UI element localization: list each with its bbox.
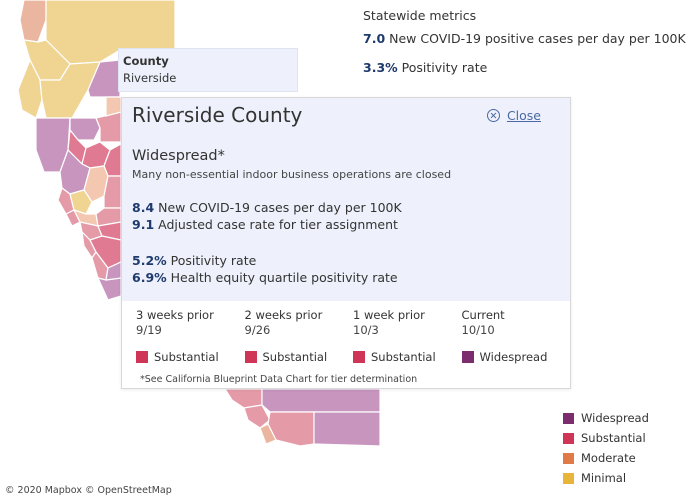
tier-swatch bbox=[461, 351, 474, 363]
county-detail-summary: Riverside County Close Widespread* Many … bbox=[122, 98, 570, 301]
history-tier-label: Substantial bbox=[154, 350, 219, 364]
county-detail-panel: Riverside County Close Widespread* Many … bbox=[121, 97, 571, 389]
history-tier: Substantial bbox=[244, 350, 354, 364]
history-tier: Substantial bbox=[353, 350, 462, 364]
metric-value: 6.9% bbox=[132, 270, 167, 285]
statewide-cases-label: New COVID-19 positive cases per day per … bbox=[389, 31, 686, 46]
legend-item-substantial[interactable]: Substantial bbox=[563, 428, 649, 448]
metric-positivity: 5.2% Positivity rate bbox=[132, 253, 560, 268]
county-shape bbox=[313, 411, 381, 447]
close-link[interactable]: Close bbox=[506, 108, 541, 123]
tier-history: 3 weeks prior 9/19 Substantial 2 weeks p… bbox=[122, 301, 570, 364]
tooltip-heading: County bbox=[123, 54, 169, 68]
legend-label: Moderate bbox=[581, 451, 636, 465]
county-shape bbox=[19, 0, 47, 43]
legend-item-moderate[interactable]: Moderate bbox=[563, 448, 649, 468]
statewide-metrics: Statewide metrics 7.0 New COVID-19 posit… bbox=[363, 8, 686, 89]
history-label: Current bbox=[461, 308, 505, 322]
legend-item-widespread[interactable]: Widespread bbox=[563, 408, 649, 428]
legend-item-minimal[interactable]: Minimal bbox=[563, 468, 649, 488]
legend-label: Widespread bbox=[581, 411, 649, 425]
tier-swatch bbox=[136, 351, 148, 363]
history-date: 10/3 bbox=[353, 323, 379, 337]
county-shape bbox=[103, 175, 122, 209]
metric-cases: 8.4 New COVID-19 cases per day per 100K bbox=[132, 200, 560, 215]
history-label: 1 week prior bbox=[353, 308, 425, 322]
county-shape bbox=[69, 189, 93, 215]
county-shape bbox=[259, 423, 277, 445]
history-date: 9/26 bbox=[244, 323, 271, 337]
history-date: 10/10 bbox=[461, 323, 495, 337]
county-hover-tooltip: County Riverside bbox=[118, 48, 298, 92]
history-col: 2 weeks prior 9/26 Substantial bbox=[244, 308, 354, 364]
panel-title: Riverside County bbox=[132, 103, 303, 127]
county-shape bbox=[87, 59, 121, 98]
history-label: 3 weeks prior bbox=[136, 308, 214, 322]
county-shape bbox=[223, 388, 263, 409]
metric-label: Adjusted case rate for tier assignment bbox=[158, 217, 398, 232]
statewide-positivity: 3.3% Positivity rate bbox=[363, 60, 686, 75]
legend-swatch bbox=[563, 432, 574, 444]
history-col: 3 weeks prior 9/19 Substantial bbox=[136, 308, 245, 364]
history-tier-label: Substantial bbox=[262, 350, 328, 364]
map-legend: Widespread Substantial Moderate Minimal bbox=[563, 408, 649, 488]
history-tier-label: Widespread bbox=[479, 350, 548, 364]
tier-description: Many non-essential indoor business opera… bbox=[132, 168, 452, 181]
history-date: 9/19 bbox=[136, 323, 162, 337]
history-col: Current 10/10 Widespread bbox=[461, 308, 571, 364]
legend-swatch bbox=[563, 452, 574, 464]
metric-label: New COVID-19 cases per day per 100K bbox=[158, 200, 402, 215]
metric-label: Health equity quartile positivity rate bbox=[170, 270, 398, 285]
statewide-positivity-label: Positivity rate bbox=[401, 60, 488, 75]
legend-swatch bbox=[563, 412, 574, 424]
close-button[interactable]: Close bbox=[486, 108, 541, 123]
legend-label: Minimal bbox=[581, 471, 627, 485]
county-shape bbox=[243, 404, 271, 429]
legend-swatch bbox=[563, 472, 574, 484]
history-col: 1 week prior 10/3 Substantial bbox=[353, 308, 462, 364]
county-shape bbox=[105, 96, 122, 117]
statewide-cases: 7.0 New COVID-19 positive cases per day … bbox=[363, 31, 686, 46]
footnote: *See California Blueprint Data Chart for… bbox=[140, 374, 418, 385]
statewide-positivity-value: 3.3% bbox=[363, 60, 398, 75]
tier-swatch bbox=[244, 351, 257, 363]
map-attribution[interactable]: © 2020 Mapbox © OpenStreetMap bbox=[5, 485, 172, 496]
metric-label: Positivity rate bbox=[170, 253, 257, 268]
history-label: 2 weeks prior bbox=[244, 308, 323, 322]
metric-value: 8.4 bbox=[132, 200, 155, 215]
county-shape bbox=[95, 111, 122, 143]
history-tier: Widespread bbox=[461, 350, 571, 364]
close-circle-icon[interactable] bbox=[486, 109, 500, 122]
tier-name: Widespread* bbox=[132, 148, 225, 164]
county-shape bbox=[261, 388, 381, 413]
history-tier: Substantial bbox=[136, 350, 245, 364]
history-tier-label: Substantial bbox=[371, 350, 436, 364]
statewide-cases-value: 7.0 bbox=[363, 31, 386, 46]
legend-label: Substantial bbox=[581, 431, 646, 445]
metric-value: 9.1 bbox=[132, 217, 155, 232]
metric-value: 5.2% bbox=[132, 253, 167, 268]
county-shape bbox=[96, 277, 122, 301]
metric-adjusted-case-rate: 9.1 Adjusted case rate for tier assignme… bbox=[132, 217, 560, 232]
statewide-title: Statewide metrics bbox=[363, 8, 477, 23]
metric-health-equity: 6.9% Health equity quartile positivity r… bbox=[132, 270, 560, 285]
tooltip-value: Riverside bbox=[123, 71, 177, 85]
tier-swatch bbox=[353, 351, 365, 363]
